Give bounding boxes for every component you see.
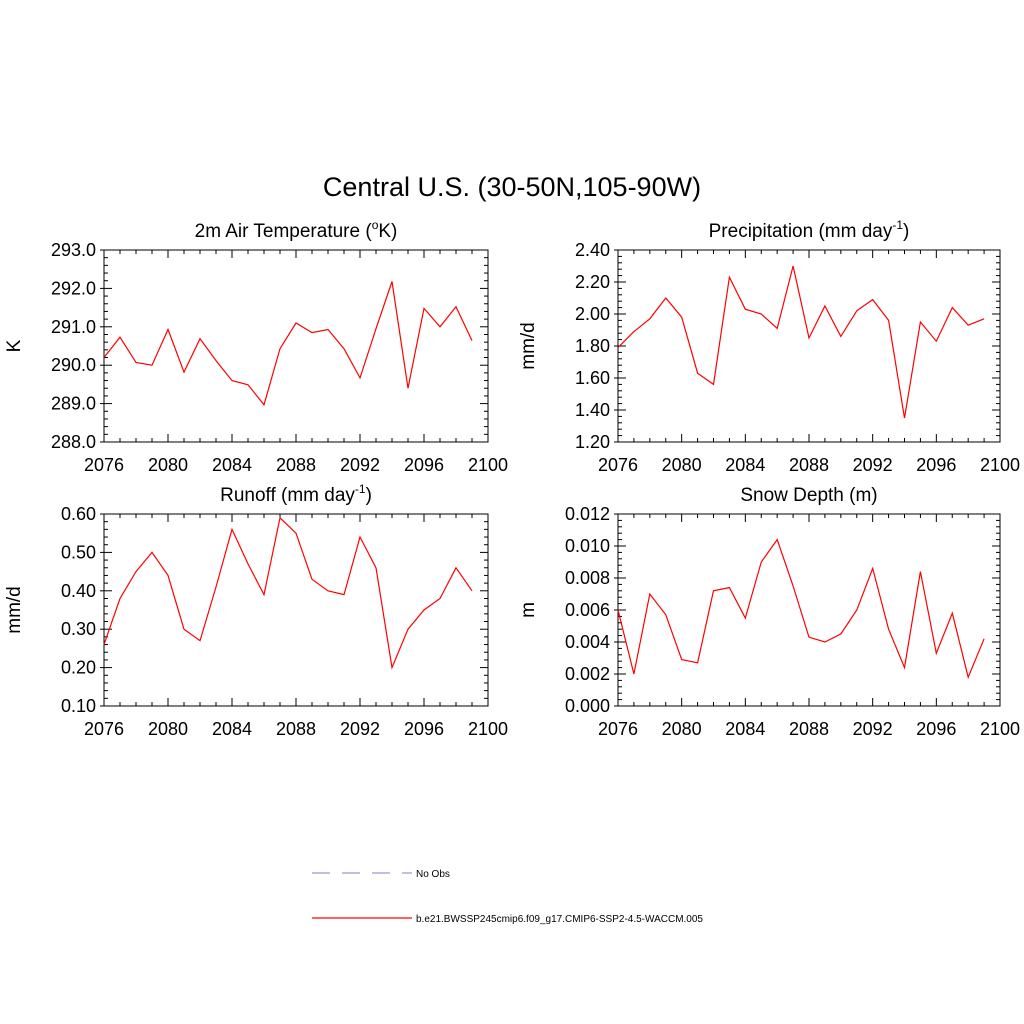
- x-tick-label: 2088: [789, 719, 829, 739]
- x-tick-label: 2084: [725, 455, 765, 475]
- x-tick-label: 2080: [148, 719, 188, 739]
- legend-label: b.e21.BWSSP245cmip6.f09_g17.CMIP6-SSP2-4…: [416, 914, 703, 925]
- x-tick-label: 2092: [853, 455, 893, 475]
- y-tick-label: 0.20: [61, 658, 96, 678]
- x-tick-label: 2096: [916, 719, 956, 739]
- y-tick-label: 292.0: [51, 278, 96, 298]
- panel-title: Snow Depth (m): [740, 485, 877, 506]
- y-axis-label: K: [4, 339, 25, 352]
- y-tick-label: 0.40: [61, 581, 96, 601]
- x-tick-label: 2096: [404, 455, 444, 475]
- plot-frame: [103, 513, 489, 707]
- y-tick-label: 290.0: [51, 355, 96, 375]
- y-tick-label: 0.006: [565, 600, 610, 620]
- legend: No Obs b.e21.BWSSP245cmip6.f09_g17.CMIP6-…: [312, 869, 703, 925]
- y-tick-label: 289.0: [51, 394, 96, 414]
- x-tick-label: 2080: [662, 719, 702, 739]
- y-tick-label: 0.60: [61, 504, 96, 524]
- x-tick-label: 2080: [662, 455, 702, 475]
- panel-snow: Snow Depth (m) m 2076 2080 2084 2088 2092 2096 2…: [518, 485, 1020, 739]
- x-tick-label: 2092: [853, 719, 893, 739]
- x-tick-label: 2088: [276, 719, 316, 739]
- y-tick-label: 1.60: [575, 368, 610, 388]
- x-tick-label: 2096: [404, 719, 444, 739]
- panel-title: Precipitation (mm day-1): [709, 218, 910, 242]
- panel-title-superscript: -1: [892, 218, 903, 232]
- y-tick-label: 0.012: [565, 504, 610, 524]
- y-tick-label: 0.10: [61, 696, 96, 716]
- y-tick-label: 0.004: [565, 632, 610, 652]
- y-tick-label: 1.40: [575, 400, 610, 420]
- y-tick-label: 293.0: [51, 240, 96, 260]
- y-tick-label: 1.80: [575, 336, 610, 356]
- legend-label: No Obs: [416, 869, 450, 880]
- x-tick-label: 2076: [598, 455, 638, 475]
- x-tick-label: 2084: [212, 455, 252, 475]
- panel-title-superscript: -1: [355, 482, 366, 496]
- x-tick-label: 2084: [212, 719, 252, 739]
- y-tick-label: 0.008: [565, 568, 610, 588]
- y-axis-label: m: [518, 602, 539, 618]
- y-tick-label: 288.0: [51, 432, 96, 452]
- panel-title-tail: ): [366, 485, 372, 506]
- plot-frame: [103, 249, 489, 443]
- panel-title-main: 2m Air Temperature (: [195, 221, 373, 242]
- panel-title-main: Precipitation (mm day: [709, 221, 893, 242]
- y-tick-label: 0.010: [565, 536, 610, 556]
- legend-entry-0: No Obs: [312, 869, 450, 880]
- plot-frame: [617, 513, 1001, 707]
- panel-precip: Precipitation (mm day-1) mm/d 2076 2080 2084…: [518, 218, 1020, 475]
- x-tick-label: 2076: [598, 719, 638, 739]
- series-line-snow: [617, 538, 985, 680]
- series-line-precip: [617, 265, 985, 419]
- series-line-runoff: [103, 516, 473, 670]
- x-tick-label: 2092: [340, 719, 380, 739]
- x-tick-label: 2076: [84, 455, 124, 475]
- x-tick-label: 2100: [468, 719, 508, 739]
- x-tick-label: 2100: [980, 455, 1020, 475]
- y-tick-label: 2.20: [575, 272, 610, 292]
- panel-title-main: Runoff (mm day: [220, 485, 355, 506]
- x-tick-label: 2092: [340, 455, 380, 475]
- panel-title-tail: K): [378, 221, 397, 242]
- y-tick-label: 0.30: [61, 619, 96, 639]
- legend-entry-1: b.e21.BWSSP245cmip6.f09_g17.CMIP6-SSP2-4…: [312, 914, 703, 925]
- y-tick-label: 291.0: [51, 317, 96, 337]
- panel-title: Runoff (mm day-1): [220, 482, 372, 506]
- panel-title-tail: ): [903, 221, 909, 242]
- panel-title-main: Snow Depth (m): [740, 485, 877, 506]
- x-tick-label: 2096: [916, 455, 956, 475]
- y-tick-label: 2.00: [575, 304, 610, 324]
- panel-runoff: Runoff (mm day-1) mm/d 2076 2080 2084 2088 209…: [4, 482, 508, 739]
- y-tick-label: 2.40: [575, 240, 610, 260]
- panel-title: 2m Air Temperature (oK): [195, 218, 398, 242]
- figure-title: Central U.S. (30-50N,105-90W): [323, 172, 701, 202]
- x-tick-label: 2100: [980, 719, 1020, 739]
- panels: 2m Air Temperature (oK) K 2076 2080 2084 2088…: [4, 218, 1020, 739]
- x-tick-label: 2100: [468, 455, 508, 475]
- y-axis-label: mm/d: [518, 322, 539, 370]
- panel-temp: 2m Air Temperature (oK) K 2076 2080 2084 2088…: [4, 218, 508, 475]
- panel-title-superscript: o: [372, 218, 379, 232]
- series-line-temp: [103, 281, 473, 407]
- y-tick-label: 1.20: [575, 432, 610, 452]
- x-tick-label: 2080: [148, 455, 188, 475]
- y-tick-label: 0.000: [565, 696, 610, 716]
- y-tick-label: 0.50: [61, 542, 96, 562]
- x-tick-label: 2076: [84, 719, 124, 739]
- y-axis-label: mm/d: [4, 586, 25, 634]
- y-tick-label: 0.002: [565, 664, 610, 684]
- x-tick-label: 2084: [725, 719, 765, 739]
- x-tick-label: 2088: [789, 455, 829, 475]
- x-tick-label: 2088: [276, 455, 316, 475]
- plot-frame: [617, 249, 1001, 443]
